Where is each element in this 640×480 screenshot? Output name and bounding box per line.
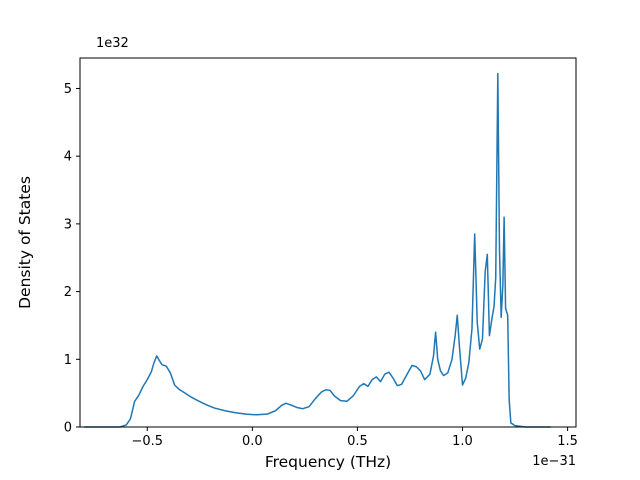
x-tick-label: 1.5 <box>557 434 578 449</box>
y-tick-label: 1 <box>64 353 72 368</box>
x-tick-label: 0.0 <box>242 434 263 449</box>
y-axis-offset-label: 1e32 <box>96 36 129 51</box>
y-tick-label: 3 <box>64 217 72 232</box>
y-axis-ticks: 0 1 2 3 4 5 <box>64 82 80 436</box>
y-tick-label: 2 <box>64 285 72 300</box>
x-axis-label: Frequency (THz) <box>265 453 391 471</box>
axes-frame <box>79 57 577 428</box>
x-tick-label: −0.5 <box>131 434 163 449</box>
y-tick-label: 4 <box>64 150 72 165</box>
line-series-density-of-states <box>84 72 551 428</box>
y-tick-label: 0 <box>64 421 72 436</box>
x-tick-label: 1.0 <box>452 434 473 449</box>
axes-spines <box>79 57 577 428</box>
y-axis-label: Density of States <box>16 176 34 309</box>
x-axis-ticks: −0.5 0.0 0.5 1.0 1.5 <box>131 427 578 449</box>
y-tick-label: 5 <box>64 82 72 97</box>
x-tick-label: 0.5 <box>347 434 368 449</box>
x-axis-offset-label: 1e−31 <box>532 454 576 469</box>
